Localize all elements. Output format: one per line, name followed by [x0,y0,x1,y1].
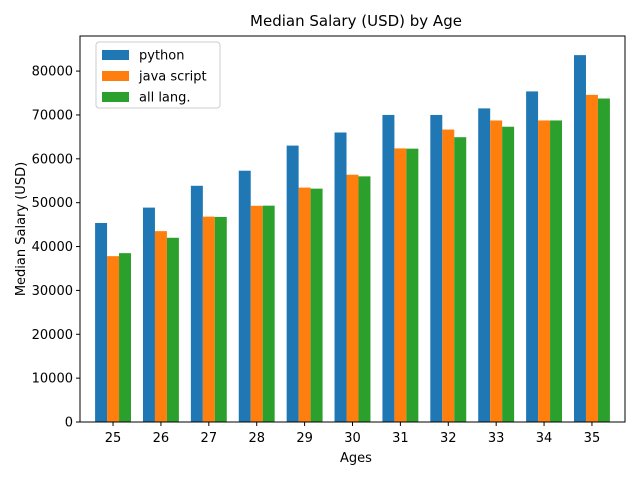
bar [154,231,167,422]
bar [310,188,323,422]
bar [382,114,395,422]
y-tick-label: 80000 [32,65,73,80]
series-java-script [107,94,598,423]
bar [478,108,491,422]
y-tick-label: 50000 [32,196,73,211]
bar [190,185,203,422]
x-tick-label: 34 [536,431,553,446]
y-tick-label: 70000 [32,108,73,123]
y-tick-label: 0 [65,416,73,431]
bar [286,145,299,422]
bar [358,176,371,422]
bar [502,126,515,422]
bar [442,129,455,423]
bar [574,55,586,423]
x-tick-label: 28 [248,431,265,446]
bar [490,120,503,423]
bar [597,98,610,422]
y-tick-label: 30000 [32,284,73,299]
plot-area: 25 26 27 28 29 30 31 32 33 34 35 0 10000 20000 30000 40… [32,35,626,446]
bar [166,237,179,422]
x-tick-label: 32 [440,431,457,446]
x-tick-label: 31 [392,431,409,446]
bar [298,187,311,422]
y-tick-label: 10000 [32,372,73,387]
bar [250,205,263,422]
bar [95,222,108,422]
series-all-lang- [119,98,610,422]
bar [119,253,131,422]
bar [550,120,563,422]
y-tick-label: 20000 [32,328,73,343]
bar [202,216,215,422]
y-tick-label: 60000 [32,152,73,167]
legend-swatch [102,92,129,102]
x-tick-label: 27 [201,431,218,446]
chart-title: Median Salary (USD) by Age [250,12,462,30]
bar [262,205,275,422]
bar [454,137,467,422]
x-tick-label: 35 [584,431,601,446]
bar [107,256,120,422]
bar [238,170,251,422]
legend-swatch [102,71,129,81]
x-axis-label: Ages [340,451,372,466]
legend-label: python [139,49,184,64]
x-tick-label: 30 [344,431,361,446]
bar [526,91,539,423]
x-tick-label: 29 [296,431,313,446]
bar [585,94,598,422]
series-python [95,55,586,423]
legend: python java script all lang. [95,41,221,109]
legend-label: all lang. [139,91,191,106]
bar [346,174,359,422]
bar [214,216,227,422]
bar [538,120,551,423]
bar [406,148,419,422]
x-tick-label: 33 [488,431,505,446]
y-axis-label: Median Salary (USD) [14,162,29,296]
x-tick-label: 26 [153,431,170,446]
legend-swatch [102,50,129,60]
y-tick-label: 40000 [32,240,73,255]
legend-label: java script [138,70,207,85]
x-tick-label: 25 [105,431,122,446]
bar [142,207,155,422]
bar [394,148,407,422]
bar [334,132,347,422]
bar [430,114,443,422]
